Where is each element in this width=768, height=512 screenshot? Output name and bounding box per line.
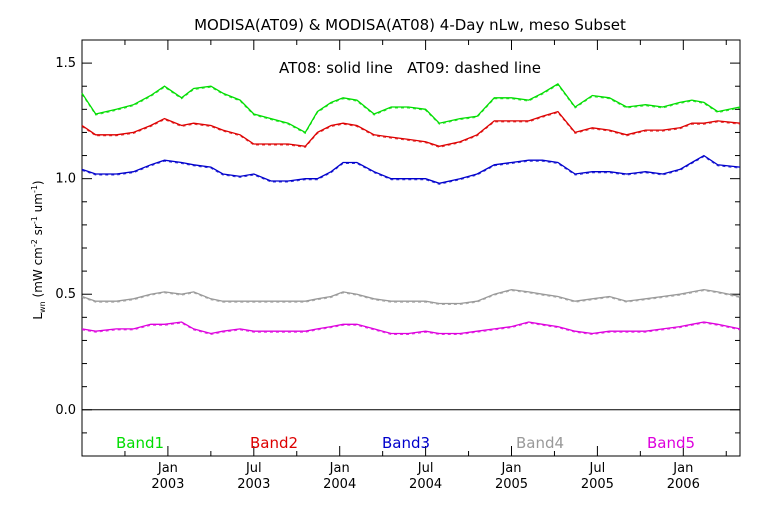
- x-tick-month-label: Jul: [417, 461, 434, 476]
- y-label-um-exp: -1: [30, 185, 39, 193]
- series-line-band5: [81, 321, 741, 335]
- x-tick-month-label: Jan: [672, 461, 693, 476]
- plot-frame: [81, 39, 741, 457]
- y-tick-label: 0.5: [55, 287, 76, 302]
- x-tick-month-label: Jan: [329, 461, 350, 476]
- series-dashed-band1: [81, 84, 741, 135]
- x-tick-month-label: Jul: [245, 461, 262, 476]
- y-label-sr: sr: [31, 224, 45, 235]
- x-tick-year-label: 2005: [495, 477, 528, 492]
- y-label-close: ): [31, 180, 45, 185]
- legend-label-band4: Band4: [516, 434, 564, 452]
- y-label-sr-exp: -1: [30, 216, 39, 224]
- legend-label-band3: Band3: [382, 434, 430, 452]
- x-tick-year-label: 2003: [151, 477, 184, 492]
- series-line-band4: [81, 288, 741, 305]
- y-tick-label: 0.0: [55, 403, 76, 418]
- x-tick-year-label: 2003: [237, 477, 270, 492]
- legend: Band1 Band2 Band3 Band4 Band5: [116, 434, 695, 452]
- y-tick-label: 1.0: [55, 172, 76, 187]
- legend-label-band5: Band5: [647, 434, 695, 452]
- y-label-units: (mW cm: [31, 247, 45, 297]
- y-axis-ticks: 0.0 0.5 1.0 1.5: [55, 39, 740, 457]
- series-dashed-band3: [81, 156, 741, 185]
- legend-label-band2: Band2: [250, 434, 298, 452]
- x-tick-month-label: Jul: [589, 461, 606, 476]
- y-label-base: L: [31, 313, 45, 320]
- series-dashed-band2: [81, 112, 741, 148]
- x-tick-month-label: Jan: [157, 461, 178, 476]
- x-tick-month-label: Jan: [500, 461, 521, 476]
- x-tick-year-label: 2006: [667, 477, 700, 492]
- x-tick-year-label: 2005: [581, 477, 614, 492]
- y-axis-label: Lwn (mW cm-2 sr-1 um-1): [30, 180, 47, 319]
- line-style-annotation: AT08: solid line AT09: dashed line: [279, 59, 541, 77]
- series-dashed-band4: [81, 290, 741, 305]
- y-label-um: um: [31, 193, 45, 212]
- series-line-band2: [81, 110, 741, 147]
- y-label-sub: wn: [38, 301, 47, 313]
- x-axis-ticks: Jan2003Jul2003Jan2004Jul2004Jan2005Jul20…: [81, 40, 727, 492]
- y-tick-label: 1.5: [55, 56, 76, 71]
- series-lines: [81, 83, 741, 336]
- legend-label-band1: Band1: [116, 434, 164, 452]
- y-label-cm-exp: -2: [30, 239, 39, 247]
- chart-title: MODISA(AT09) & MODISA(AT08) 4-Day nLw, m…: [194, 16, 626, 34]
- x-tick-year-label: 2004: [323, 477, 356, 492]
- series-line-band1: [81, 83, 741, 134]
- series-line-band3: [81, 154, 741, 184]
- x-tick-year-label: 2004: [409, 477, 442, 492]
